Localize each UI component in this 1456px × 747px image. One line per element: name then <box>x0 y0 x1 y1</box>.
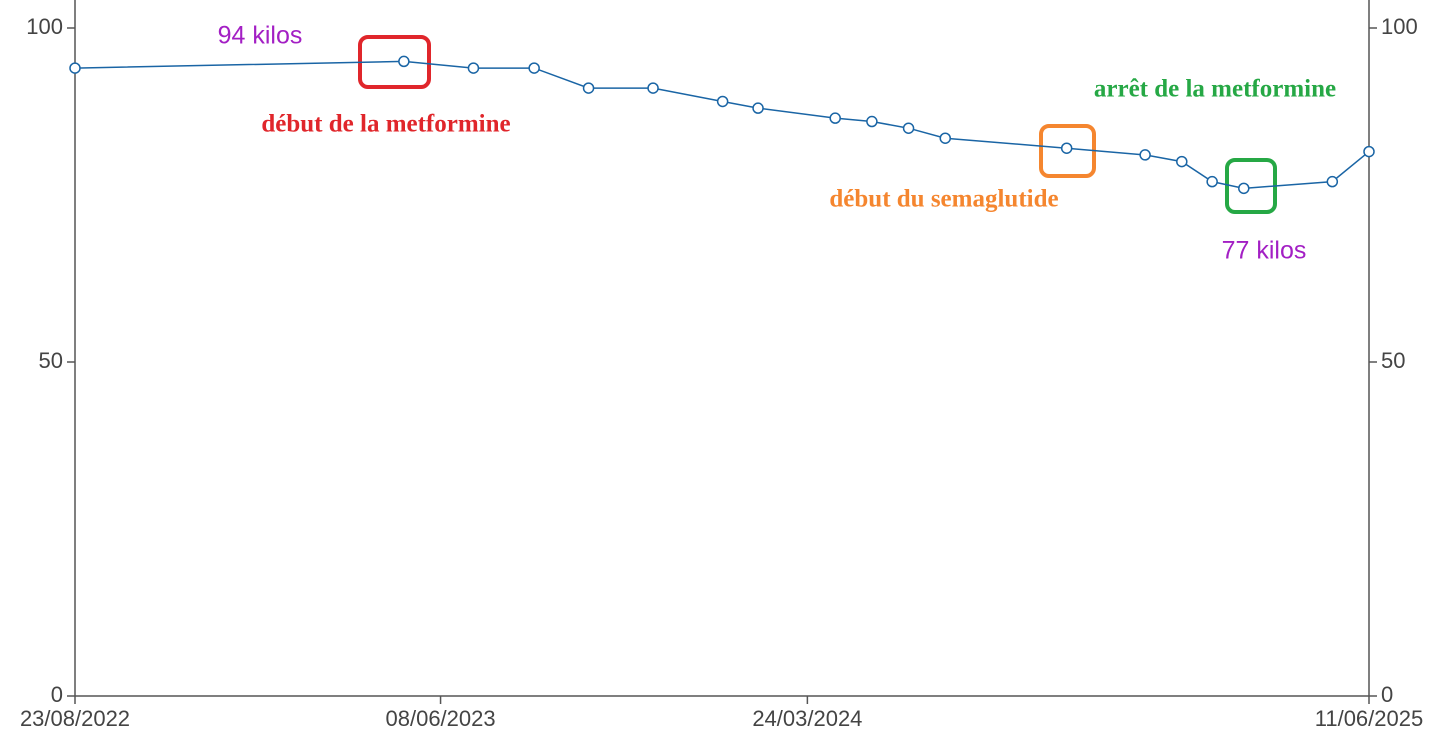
x-tick-label: 08/06/2023 <box>386 706 496 731</box>
point <box>1238 182 1250 195</box>
y-tick-label: 50 <box>39 348 63 373</box>
point <box>647 82 659 94</box>
point <box>398 55 410 68</box>
y-tick-label: 0 <box>51 682 63 707</box>
y2-tick-label: 50 <box>1381 348 1405 373</box>
x-tick-label: 24/03/2024 <box>752 706 862 731</box>
point <box>1326 175 1339 188</box>
point <box>1060 142 1073 154</box>
point <box>716 95 729 108</box>
point <box>939 132 952 144</box>
point <box>1206 175 1218 188</box>
point <box>1139 149 1151 161</box>
point <box>752 102 764 114</box>
y2-tick-label: 0 <box>1381 682 1393 707</box>
point <box>829 112 841 124</box>
point <box>467 62 480 74</box>
point <box>69 62 81 74</box>
y-tick-label: 100 <box>26 14 63 39</box>
point <box>1363 145 1375 158</box>
point <box>866 115 878 128</box>
point <box>582 82 595 94</box>
y2-tick-label: 100 <box>1381 14 1418 39</box>
point <box>528 62 540 74</box>
x-tick-label: 23/08/2022 <box>20 706 130 731</box>
annotation: arrêt de la metformine <box>1094 76 1336 103</box>
annotation: 77 kilos <box>1222 237 1307 265</box>
annotation: début de la metformine <box>261 111 510 138</box>
point <box>1176 155 1188 168</box>
x-tick-label: 11/06/2025 <box>1315 706 1423 731</box>
annotation: 94 kilos <box>218 22 303 50</box>
point <box>902 122 915 134</box>
annotation: début du semaglutide <box>829 186 1058 213</box>
